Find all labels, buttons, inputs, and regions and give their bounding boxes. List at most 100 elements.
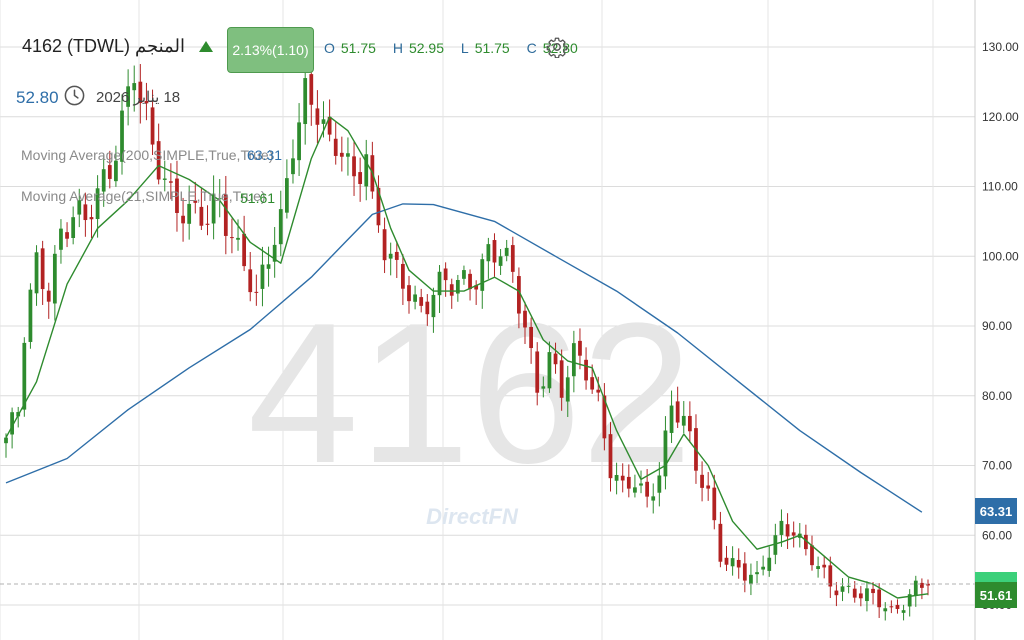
- candle-body: [865, 588, 869, 602]
- candle: [376, 175, 381, 233]
- ma21-price-tag: 51.61: [975, 582, 1017, 608]
- candle: [559, 349, 564, 411]
- candle-body: [920, 582, 924, 588]
- candle-body: [657, 475, 662, 493]
- candle-body: [346, 153, 350, 157]
- candle: [675, 386, 680, 428]
- candle-body: [358, 172, 363, 185]
- candle-body: [315, 108, 320, 125]
- low-value: 51.75: [474, 40, 510, 56]
- candle: [193, 181, 198, 214]
- watermark: 4162 DirectFN: [248, 282, 693, 529]
- candle-body: [71, 217, 76, 239]
- ma200-label[interactable]: Moving Average(200,SIMPLE,True,True): [21, 147, 274, 163]
- candle-body: [352, 156, 356, 177]
- candle: [449, 278, 454, 309]
- candle: [492, 233, 497, 277]
- candle-body: [168, 181, 173, 183]
- candle-body: [449, 284, 454, 296]
- candle-body: [883, 608, 888, 612]
- candle: [926, 579, 930, 596]
- candle: [254, 274, 259, 306]
- ma21-value: 51.61: [240, 190, 276, 206]
- candle: [107, 150, 112, 189]
- ma200-value: 63.31: [247, 147, 283, 163]
- candle: [181, 197, 185, 242]
- candle-body: [52, 253, 57, 304]
- candle-body: [492, 240, 497, 263]
- candle-body: [22, 342, 27, 410]
- candle: [315, 90, 320, 144]
- triangle-up-icon: [199, 41, 213, 52]
- candle: [498, 248, 503, 275]
- candle: [700, 461, 704, 502]
- candle: [352, 141, 356, 196]
- candle: [364, 139, 369, 201]
- candle-body: [559, 360, 564, 398]
- candle: [333, 122, 338, 165]
- candle-body: [254, 291, 259, 293]
- ohlc-readout: O 51.75 H 52.95 L 51.75 C 52.80: [324, 40, 591, 56]
- candle: [437, 265, 442, 313]
- y-tick-label: 130.00: [982, 40, 1019, 54]
- candle: [651, 483, 656, 514]
- candle-body: [871, 588, 875, 594]
- candle-body: [486, 244, 491, 262]
- candle-body: [101, 169, 106, 192]
- gear-icon[interactable]: [546, 36, 568, 58]
- ma21-line[interactable]: [5, 116, 929, 599]
- candle-body: [675, 401, 680, 423]
- candle: [248, 252, 253, 302]
- candle-body: [669, 405, 674, 433]
- candle: [114, 145, 118, 187]
- candle-body: [877, 589, 882, 608]
- candle: [95, 175, 100, 238]
- candle-body: [242, 233, 247, 267]
- candle: [852, 581, 857, 603]
- candle: [284, 159, 289, 219]
- candle-body: [633, 487, 637, 493]
- candle: [877, 583, 882, 618]
- candle-body: [724, 557, 729, 565]
- candle: [553, 342, 558, 374]
- candle-body: [852, 588, 857, 598]
- candle: [260, 246, 265, 307]
- candle: [71, 206, 76, 245]
- candle: [138, 64, 143, 124]
- candle: [535, 342, 540, 406]
- candle: [223, 175, 228, 255]
- candle-body: [541, 386, 546, 389]
- candle-body: [584, 359, 588, 381]
- candle-body: [401, 263, 405, 289]
- candle: [602, 383, 607, 451]
- candle-body: [614, 475, 619, 481]
- change-badge[interactable]: 2.13%(1.10): [227, 27, 314, 73]
- candle-body: [95, 188, 100, 220]
- candle: [77, 188, 82, 228]
- candle-body: [230, 237, 234, 239]
- y-axis[interactable]: 130.00 120.00 110.00 100.00 90.00 80.00 70.00 6…: [982, 40, 1019, 612]
- candle: [46, 282, 51, 319]
- candle: [266, 246, 271, 287]
- candle: [327, 99, 332, 142]
- candle: [346, 137, 350, 176]
- candle-body: [181, 215, 185, 224]
- candle: [468, 269, 472, 301]
- candle-body: [291, 158, 295, 175]
- candle: [242, 215, 247, 272]
- candle: [785, 513, 790, 549]
- candle: [920, 578, 924, 600]
- y-tick-label: 120.00: [982, 110, 1019, 124]
- close-label: C: [526, 40, 537, 56]
- ma200-line[interactable]: [5, 203, 923, 513]
- candle: [10, 407, 14, 449]
- candle: [883, 602, 888, 621]
- candle: [101, 155, 106, 207]
- candle-body: [730, 558, 735, 567]
- ma21-label[interactable]: Moving Average(21,SIMPLE,True,True): [21, 188, 266, 204]
- candle-body: [840, 586, 845, 592]
- candle-body: [156, 141, 161, 180]
- candle: [358, 157, 363, 202]
- candle-body: [901, 610, 906, 613]
